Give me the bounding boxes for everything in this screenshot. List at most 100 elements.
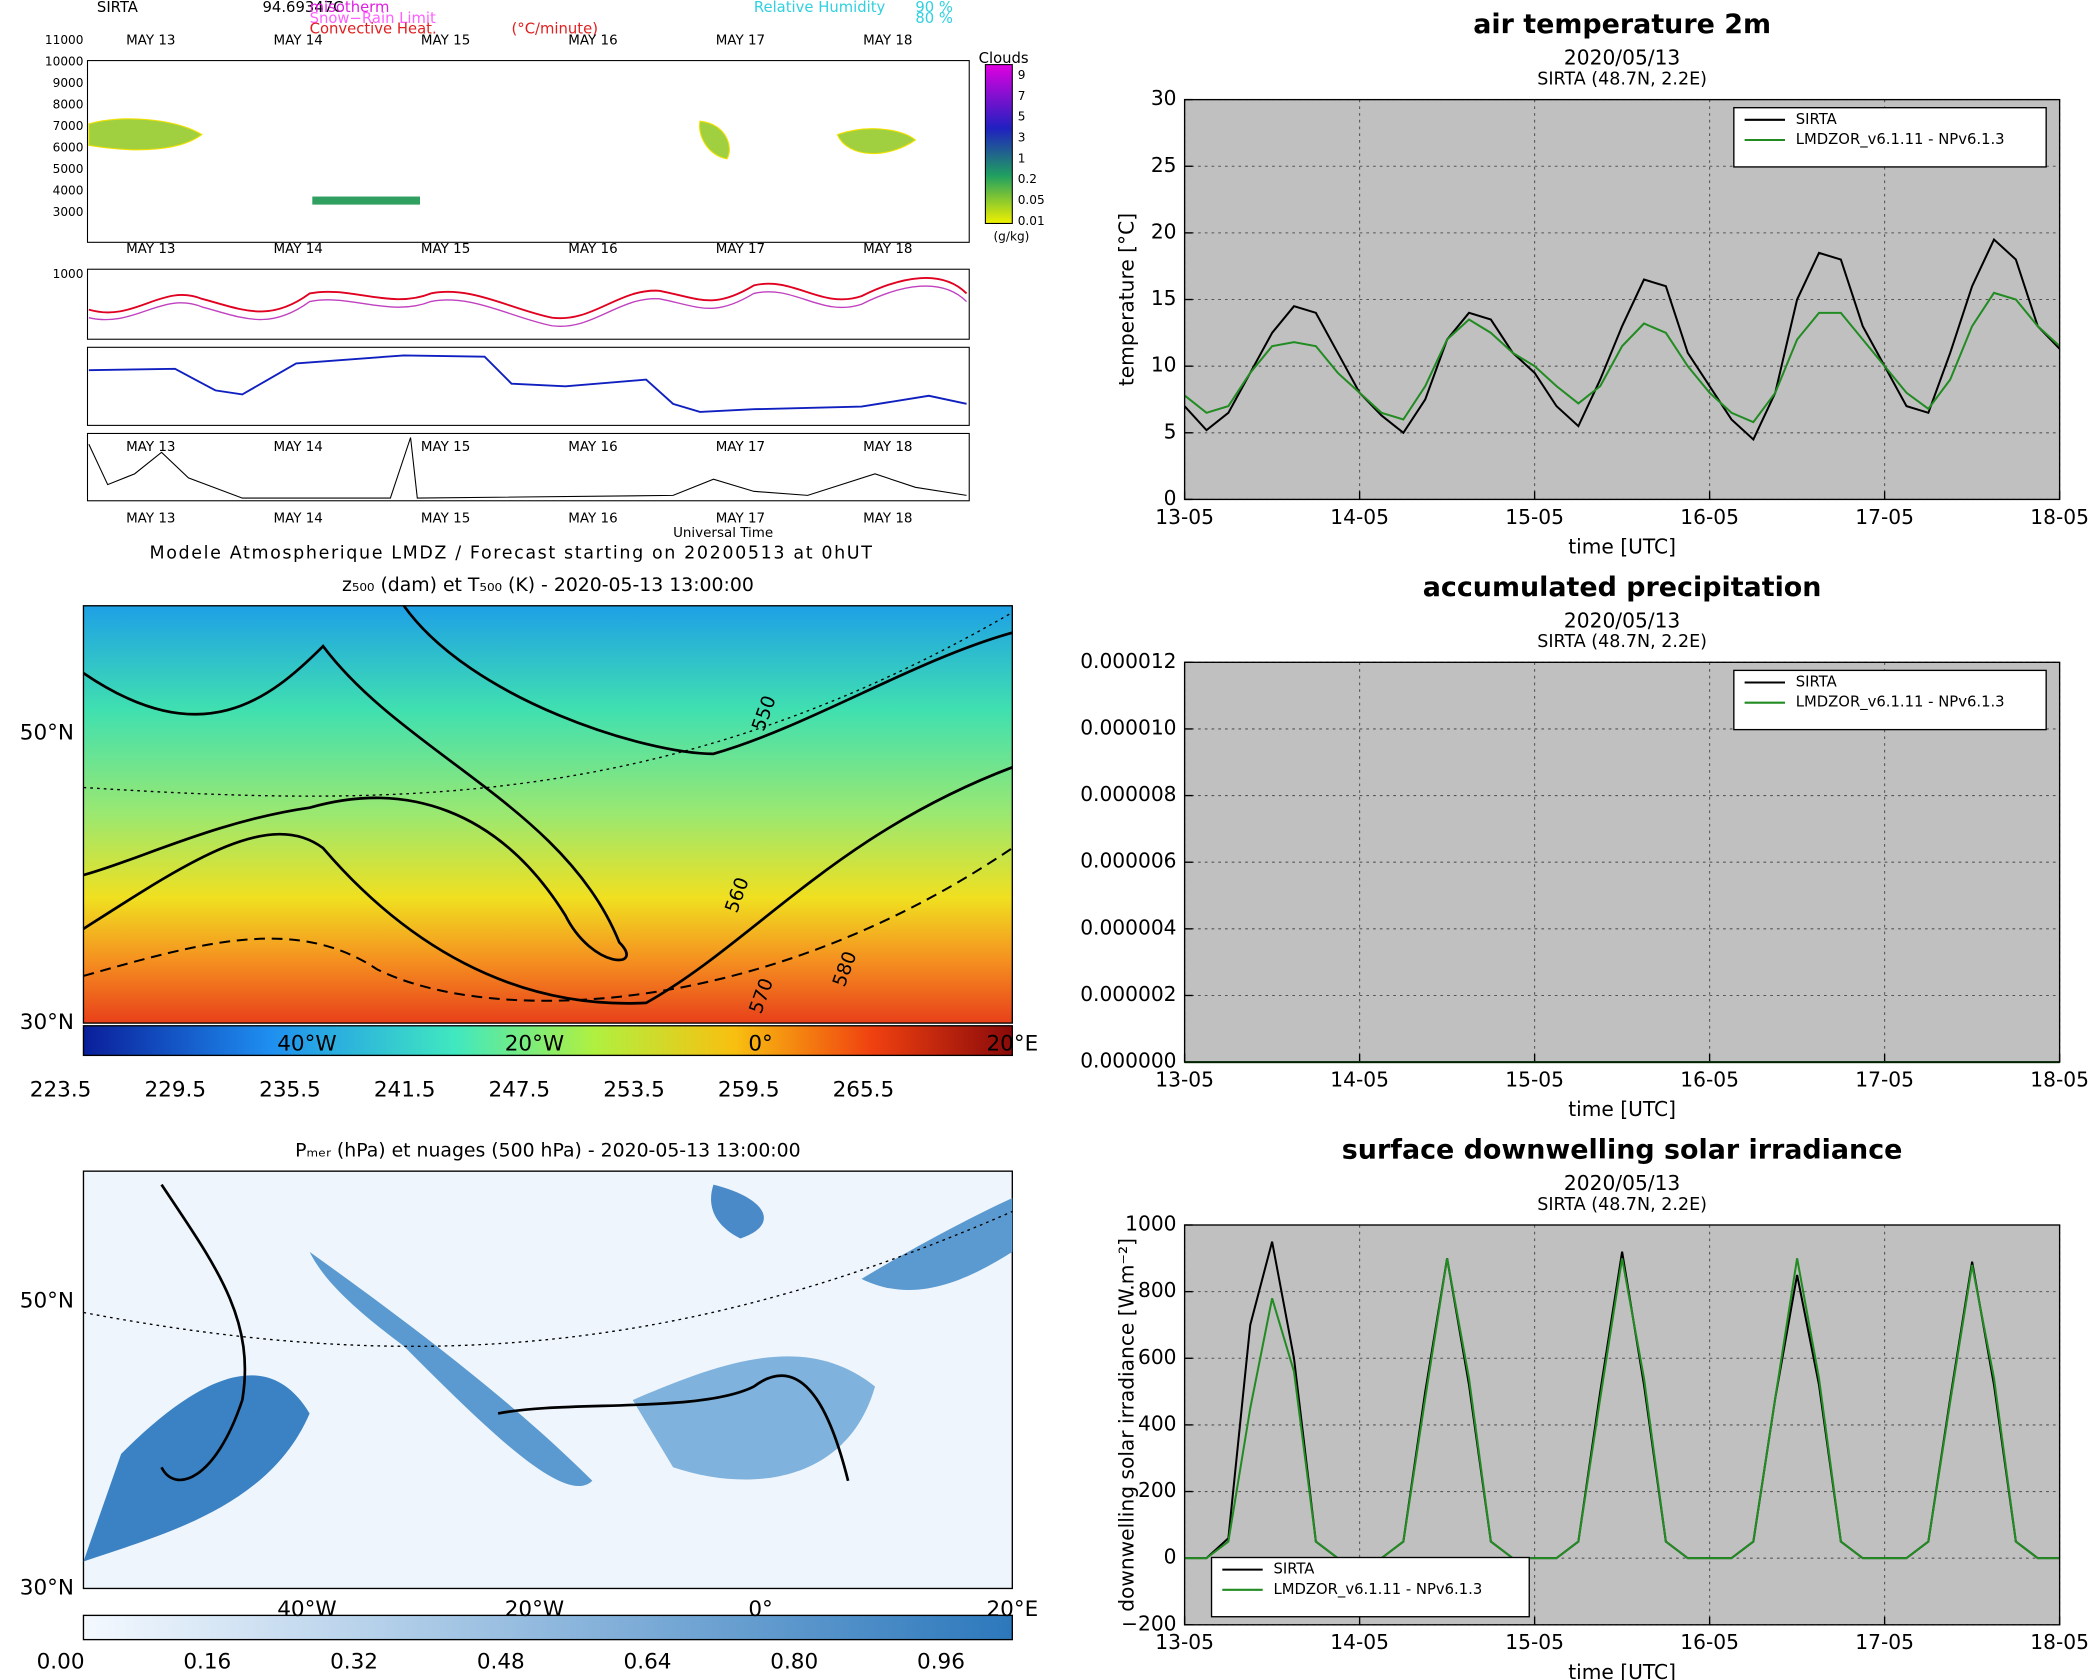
x-tick-label: 17-05 — [1855, 1630, 1914, 1654]
colorbar — [82, 1614, 1013, 1641]
cloud-level: 7 — [1018, 89, 1026, 103]
colorbar-label: 259.5 — [718, 1077, 780, 1102]
legend-label: LMDZOR_v6.1.11 - NPv6.1.3 — [1273, 1581, 1482, 1598]
y-tick-label: 0.000012 — [1080, 649, 1176, 673]
plot-frame — [1183, 98, 2061, 501]
map-temperature — [82, 604, 1013, 1057]
y-tick-label: 0.000004 — [1080, 915, 1176, 939]
y-tick-label: 15 — [1151, 286, 1177, 310]
chart-subtitle: 2020/05/13 — [1564, 46, 1680, 70]
chart-station: SIRTA (48.7N, 2.2E) — [1537, 1195, 1707, 1215]
cloud-level: 3 — [1018, 130, 1026, 144]
day-label: MAY 17 — [716, 242, 765, 257]
cloud-colorbar — [984, 64, 1013, 224]
lon-label: 40°W — [277, 1597, 336, 1622]
map-title: Pₘₑᵣ (hPa) et nuages (500 hPa) - 2020-05… — [295, 1140, 800, 1161]
y-tick-label: 0.000002 — [1080, 982, 1176, 1006]
x-tick-label: 17-05 — [1855, 505, 1914, 529]
x-tick-label: 17-05 — [1855, 1067, 1914, 1091]
plot-frame — [1183, 661, 2061, 1063]
cloud-unit: (g/kg) — [993, 229, 1029, 243]
clouds-title: Clouds — [979, 50, 1029, 67]
legend-label: 80 % — [915, 10, 953, 27]
day-label: MAY 14 — [273, 33, 322, 48]
y-tick-label: 1000 — [1125, 1212, 1176, 1236]
map-title: z₅₀₀ (dam) et T₅₀₀ (K) - 2020-05-13 13:0… — [342, 575, 754, 596]
day-label: MAY 14 — [273, 511, 322, 526]
colorbar-label: 229.5 — [144, 1077, 206, 1102]
series-line — [1183, 291, 2061, 424]
parallel — [83, 611, 1013, 797]
legend-box — [1733, 107, 2047, 168]
day-label: MAY 14 — [273, 440, 322, 455]
lat-label: 50°N — [20, 1289, 74, 1314]
colorbar-label: 247.5 — [489, 1077, 551, 1102]
day-label: MAY 18 — [863, 511, 912, 526]
footer: Modele Atmospherique LMDZ / Forecast sta… — [150, 543, 874, 563]
day-label: MAY 18 — [863, 242, 912, 257]
legend-label: SIRTA — [1796, 111, 1837, 128]
height-tick: 4000 — [53, 184, 84, 198]
cloud-level: 5 — [1018, 110, 1026, 124]
x-tick-label: 18-05 — [2030, 505, 2089, 529]
lon-label: 0° — [748, 1597, 772, 1622]
colorbar-label: 223.5 — [30, 1077, 92, 1102]
y-tick-label: 10 — [1151, 353, 1177, 377]
day-label: MAY 16 — [568, 440, 617, 455]
cloud-area — [711, 1184, 764, 1239]
x-tick-label: 15-05 — [1505, 1067, 1564, 1091]
day-label: MAY 17 — [716, 440, 765, 455]
colorbar-label: 0.80 — [770, 1650, 818, 1675]
time-label: Universal Time — [673, 526, 773, 541]
colorbar-label: 0.00 — [37, 1650, 85, 1675]
contour — [402, 604, 1013, 756]
chart-title: air temperature 2m — [1473, 9, 1771, 40]
temperature-panel — [86, 268, 970, 340]
day-label: MAY 16 — [568, 242, 617, 257]
colorbar-label: 0.96 — [917, 1650, 965, 1675]
contour — [83, 847, 1013, 1002]
series-line — [1184, 1258, 2060, 1560]
contour — [160, 1183, 247, 1482]
contour — [82, 644, 628, 962]
legend-label: LMDZOR_v6.1.11 - NPv6.1.3 — [1796, 694, 2005, 711]
legend-label: (°C/minute) — [512, 21, 598, 38]
day-label: MAY 15 — [421, 242, 470, 257]
y-tick-label: 400 — [1138, 1411, 1177, 1435]
chart-subtitle: 2020/05/13 — [1564, 608, 1680, 632]
contour — [82, 766, 1013, 1005]
x-axis-label: time [UTC] — [1568, 1097, 1676, 1121]
x-tick-label: 14-05 — [1330, 1630, 1389, 1654]
lon-label: 40°W — [277, 1032, 336, 1057]
legend-label: SIRTA — [1796, 674, 1837, 691]
y-tick-label: 0 — [1164, 1545, 1177, 1569]
y-tick-label: 5 — [1164, 419, 1177, 443]
cloud-area — [632, 1356, 875, 1480]
y-tick-label: 0.000006 — [1080, 849, 1176, 873]
colorbar-label: 0.64 — [624, 1650, 672, 1675]
day-label: MAY 13 — [126, 440, 175, 455]
x-tick-label: 14-05 — [1330, 1067, 1389, 1091]
y-axis-label: downwelling solar irradiance [W.m⁻²] — [1115, 1238, 1139, 1612]
meteogram — [86, 60, 1013, 502]
lat-label: 50°N — [20, 721, 74, 746]
y-tick-label: 800 — [1138, 1278, 1177, 1302]
height-tick: 3000 — [53, 205, 84, 219]
x-tick-label: 13-05 — [1155, 1067, 1214, 1091]
x-tick-label: 16-05 — [1680, 505, 1739, 529]
colorbar-label: 235.5 — [259, 1077, 321, 1102]
colorbar-label: 0.16 — [183, 1650, 231, 1675]
day-label: MAY 17 — [716, 511, 765, 526]
cloud-level: 9 — [1018, 68, 1026, 82]
height-tick: 9000 — [53, 76, 84, 90]
map-clouds — [82, 1170, 1013, 1641]
cloud-area — [861, 1198, 1013, 1290]
chart-title: surface downwelling solar irradiance — [1342, 1134, 1903, 1165]
chart-subtitle: 2020/05/13 — [1564, 1171, 1680, 1195]
height-tick: 7000 — [53, 119, 84, 133]
day-label: MAY 13 — [126, 511, 175, 526]
legend-label: misotherm — [310, 0, 390, 16]
colorbar-label: 0.32 — [330, 1650, 378, 1675]
chart-title: accumulated precipitation — [1423, 572, 1822, 603]
legend-label: Relative Humidity — [754, 0, 886, 16]
